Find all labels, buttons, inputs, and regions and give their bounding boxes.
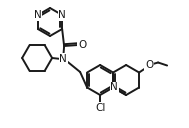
Text: N: N: [59, 54, 67, 64]
Text: N: N: [34, 10, 42, 20]
Text: N: N: [58, 10, 66, 20]
Text: O: O: [145, 61, 153, 71]
Text: N: N: [110, 83, 118, 93]
Text: Cl: Cl: [95, 103, 105, 113]
Text: O: O: [78, 40, 86, 50]
